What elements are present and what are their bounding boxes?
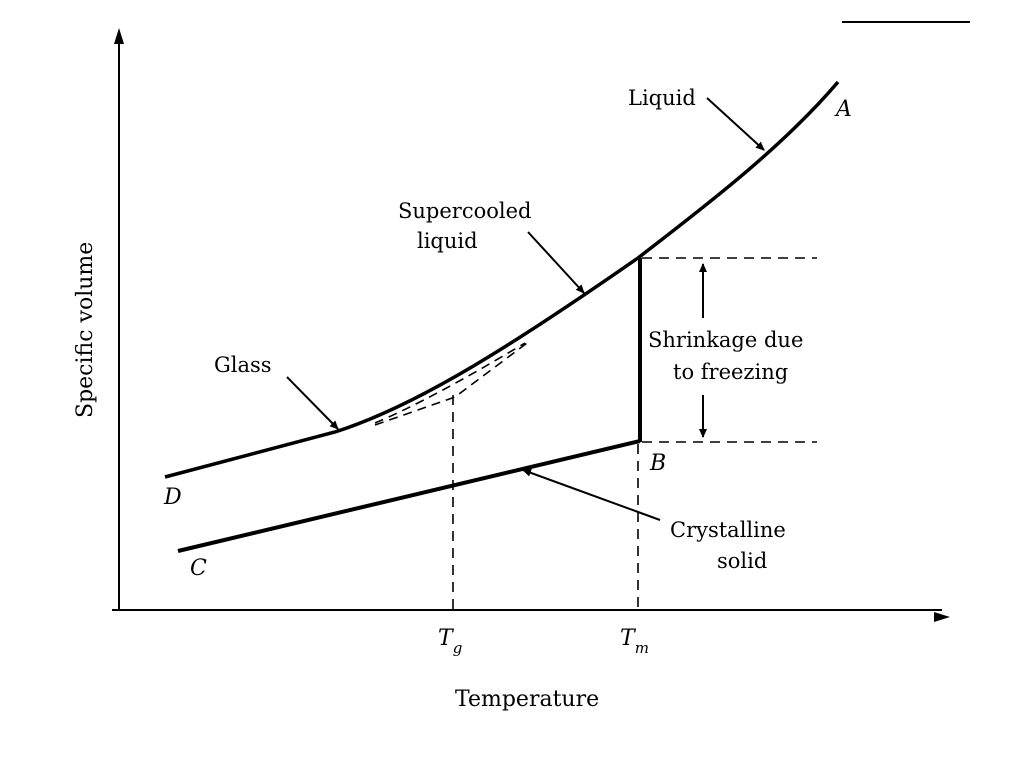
tm-tick-main: T	[620, 626, 637, 651]
supercooled-leader-arrow	[527, 231, 585, 294]
glass-label: Glass	[214, 353, 272, 377]
tm-tick-sub: m	[635, 639, 649, 657]
liquid-glass-curve	[164, 80, 840, 479]
tg-tick-main: T	[438, 626, 455, 651]
point-a-label: A	[834, 97, 852, 122]
shrinkage-label-line2: to freezing	[673, 360, 788, 384]
tg-tick-label: Tg	[438, 626, 462, 657]
y-axis-title: Specific volume	[73, 242, 98, 418]
liquid-leader-arrow	[706, 97, 765, 151]
supercooled-label-line1: Supercooled	[398, 199, 531, 223]
glass-leader-arrow	[286, 376, 339, 430]
x-axis-title: Temperature	[455, 687, 599, 712]
glass-transition-dashed-lower	[374, 342, 528, 426]
tg-tick-sub: g	[453, 639, 463, 657]
point-b-label: B	[649, 451, 666, 476]
crystalline-label-line2: solid	[717, 549, 767, 573]
crystalline-label-line1: Crystalline	[670, 518, 786, 542]
glass-transition-dashed-upper	[374, 342, 526, 424]
shrinkage-label-line1: Shrinkage due	[648, 328, 803, 352]
crystalline-leader-arrow	[522, 468, 661, 521]
point-c-label: C	[190, 556, 207, 581]
supercooled-label-line2: liquid	[417, 229, 478, 253]
y-axis-arrowhead	[114, 28, 124, 44]
liquid-label: Liquid	[628, 86, 696, 110]
crystalline-solid-line	[177, 439, 641, 553]
x-axis-arrowhead	[934, 612, 950, 622]
point-d-label: D	[163, 485, 182, 510]
tm-tick-label: Tm	[620, 626, 649, 657]
